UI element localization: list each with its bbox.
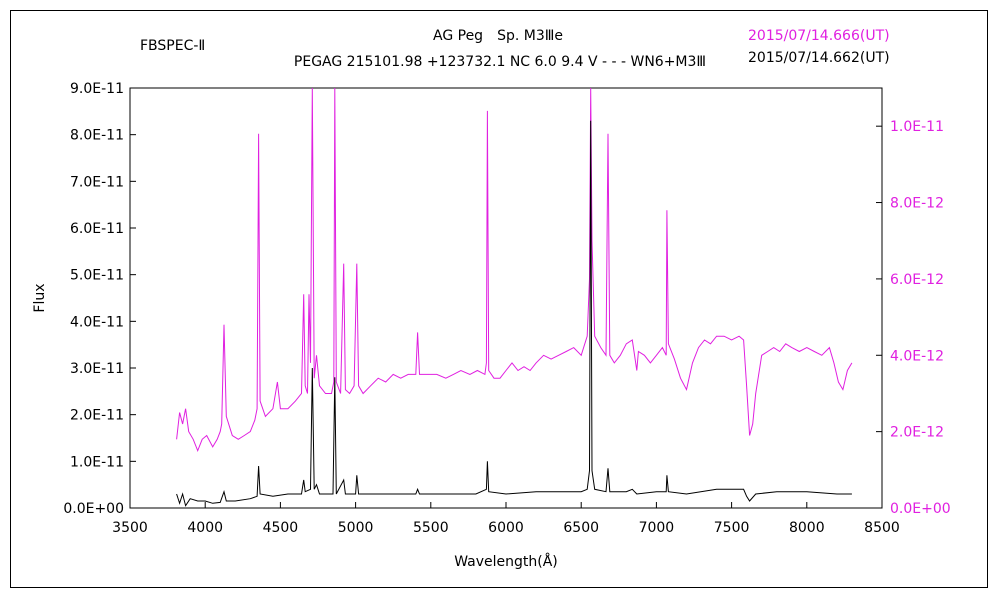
series-line-magenta (176, 87, 853, 453)
chart-frame (10, 10, 988, 588)
left-tick-label: 5.0E-11 (70, 268, 124, 284)
bottom-tick-label: 4500 (263, 520, 299, 536)
right-tick-label: 4.0E-12 (890, 348, 944, 364)
bottom-axis: 3500 4000 4500 5000 5500 6000 6500 7000 7500 8000… (112, 502, 900, 536)
bottom-tick-label: 3500 (112, 520, 148, 536)
left-tick-label: 6.0E-11 (70, 221, 124, 237)
left-tick-label: 9.0E-11 (70, 81, 124, 97)
series-layer (176, 87, 853, 507)
plot-area (129, 87, 883, 509)
bottom-tick-label: 8000 (789, 520, 825, 536)
y-axis-label: Flux (32, 283, 48, 312)
left-tick-label: 3.0E-11 (70, 361, 124, 377)
bottom-tick-label: 7000 (639, 520, 675, 536)
bottom-tick-label: 5000 (338, 520, 374, 536)
right-tick-label: 0.0E+00 (890, 501, 951, 517)
date-black: 2015/07/14.662(UT) (748, 50, 890, 66)
bottom-tick-label: 6500 (563, 520, 599, 536)
left-tick-label: 1.0E-11 (70, 454, 124, 470)
left-tick-label: 7.0E-11 (70, 174, 124, 190)
left-tick-label: 2.0E-11 (70, 408, 124, 424)
bottom-tick-label: 6000 (488, 520, 524, 536)
left-tick-label: 8.0E-11 (70, 128, 124, 144)
info-subtitle: PEGAG 215101.98 +123732.1 NC 6.0 9.4 V -… (294, 54, 706, 70)
left-axis: 0.0E+00 1.0E-11 2.0E-11 3.0E-11 4.0E-11 5.0E-… (63, 81, 136, 517)
right-axis: 0.0E+00 2.0E-12 4.0E-12 6.0E-12 8.0E-12 1.0E-… (876, 119, 951, 517)
object-title: AG Peg Sp. M3Ⅲe (433, 28, 563, 44)
right-tick-label: 6.0E-12 (890, 272, 944, 288)
bottom-tick-label: 4000 (187, 520, 223, 536)
right-tick-label: 1.0E-11 (890, 119, 944, 135)
bottom-tick-label: 5500 (413, 520, 449, 536)
instrument-label: FBSPEC-Ⅱ (140, 38, 205, 54)
left-tick-label: 0.0E+00 (63, 501, 124, 517)
right-tick-label: 8.0E-12 (890, 196, 944, 212)
left-tick-label: 4.0E-11 (70, 314, 124, 330)
series-line-black (176, 120, 852, 507)
date-magenta: 2015/07/14.666(UT) (748, 28, 890, 44)
bottom-tick-label: 8500 (864, 520, 900, 536)
x-axis-label: Wavelength(Å) (454, 553, 558, 570)
bottom-tick-label: 7500 (714, 520, 750, 536)
right-tick-label: 2.0E-12 (890, 425, 944, 441)
